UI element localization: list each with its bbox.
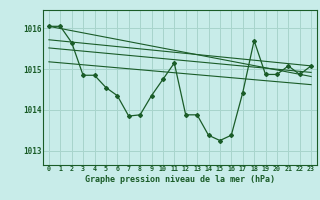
X-axis label: Graphe pression niveau de la mer (hPa): Graphe pression niveau de la mer (hPa) <box>85 175 275 184</box>
